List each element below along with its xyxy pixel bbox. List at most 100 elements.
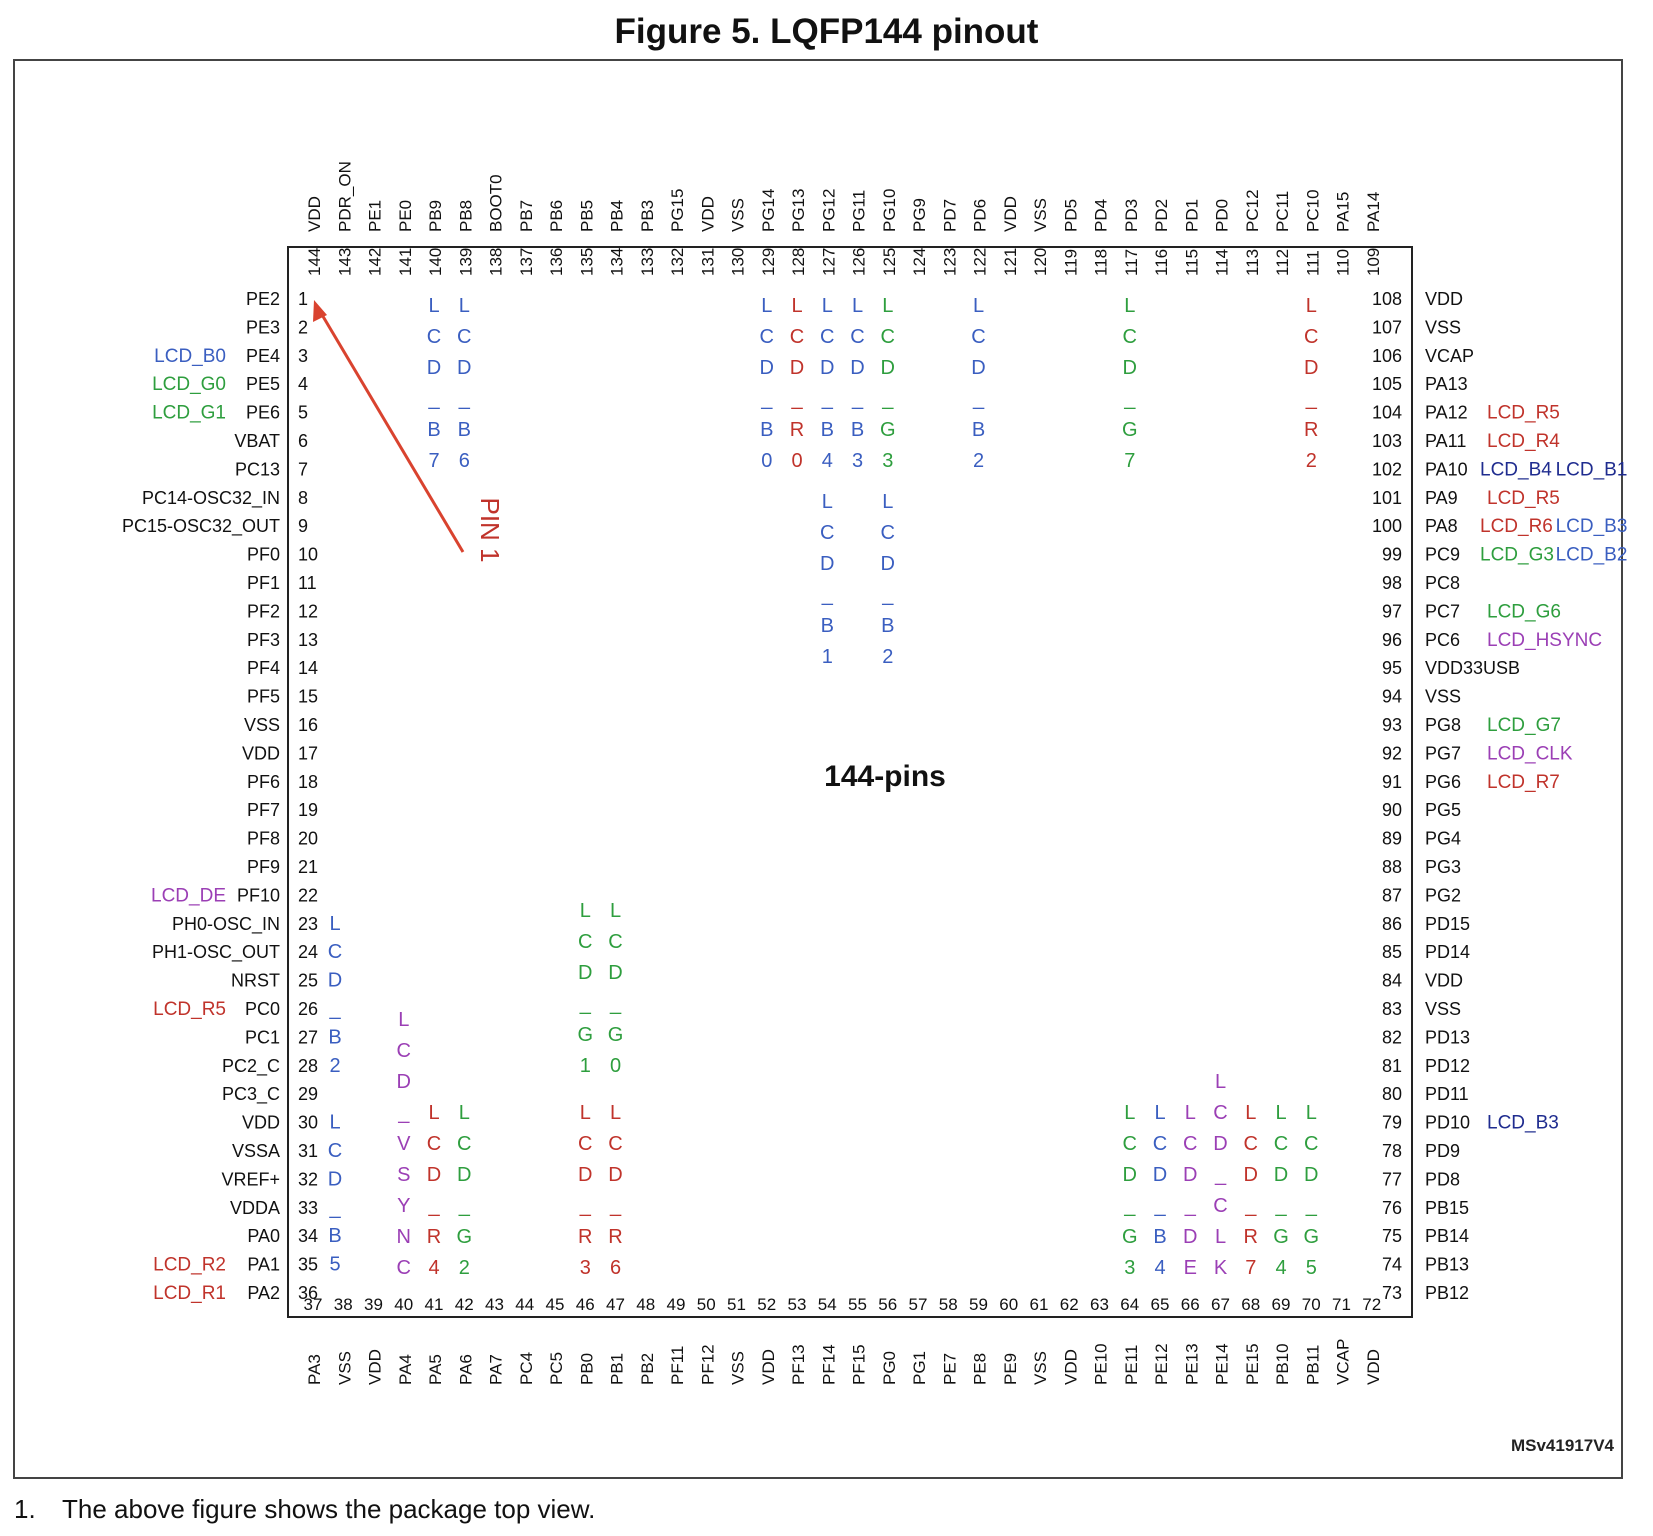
right-pin-function: LCD_R6 <box>1480 516 1553 537</box>
top-pin-name: PB3 <box>638 200 657 232</box>
inner-left-function-char: C <box>328 941 342 963</box>
top-pin-name: PG13 <box>789 189 808 232</box>
bottom-function-char: C <box>1183 1133 1197 1155</box>
bottom-function-char: L <box>1215 1226 1226 1248</box>
bottom-function-char: 2 <box>459 1257 470 1279</box>
left-pin-name: PE4 <box>246 346 280 366</box>
bottom-function-char: D <box>427 1164 441 1186</box>
bottom-pin-number: 39 <box>364 1295 383 1314</box>
bottom-pin-number: 45 <box>546 1295 565 1314</box>
top-function-char: 0 <box>791 450 802 472</box>
right-pin-name: PD13 <box>1425 1027 1470 1047</box>
left-pin-function: LCD_G1 <box>152 403 226 424</box>
top-pin-name: PC10 <box>1303 189 1322 232</box>
top-function-char: C <box>457 326 471 348</box>
bottom-function-char: 4 <box>1275 1257 1286 1279</box>
bottom-pin-name: VSS <box>729 1351 748 1385</box>
figure-frame <box>13 59 1623 1479</box>
left-pin-name: PC1 <box>245 1027 280 1047</box>
bottom-pin-number: 66 <box>1181 1295 1200 1314</box>
left-pin-name: PF7 <box>247 800 280 820</box>
right-pin-name: VDD <box>1425 289 1463 309</box>
bottom-function-char: D <box>578 1164 592 1186</box>
right-pin-number: 86 <box>1382 914 1402 934</box>
right-pin-number: 77 <box>1382 1169 1402 1189</box>
left-pin-function: LCD_B0 <box>154 346 226 367</box>
bottom-pin-number: 58 <box>939 1295 958 1314</box>
bottom-function-char: R <box>1244 1226 1258 1248</box>
bottom-pin-number: 57 <box>909 1295 928 1314</box>
left-pin-function: LCD_R5 <box>153 999 226 1020</box>
top-pin-number: 110 <box>1334 249 1353 276</box>
left-pin-name: VREF+ <box>221 1169 280 1189</box>
top-pin-number: 117 <box>1122 249 1141 276</box>
package-label: 144-pins <box>824 760 946 793</box>
bottom-function-char: _ <box>1123 1195 1136 1217</box>
left-pin-name: VSS <box>244 715 280 735</box>
bottom-function-char: G <box>1273 1226 1289 1248</box>
bottom-function-char: _ <box>1244 1195 1257 1217</box>
bottom-pin-name: PA6 <box>456 1354 475 1385</box>
right-pin-function: LCD_B4 <box>1480 459 1552 480</box>
bottom-function-char: _ <box>579 1195 592 1217</box>
top-function-char: _ <box>881 388 894 410</box>
bottom-function-char: E <box>1184 1257 1197 1279</box>
bottom-function-char: L <box>1215 1071 1226 1093</box>
top-pin-number: 112 <box>1273 249 1292 276</box>
left-pin-number: 10 <box>298 545 318 565</box>
top-function-char: _ <box>972 388 985 410</box>
right-pin-number: 96 <box>1382 630 1402 650</box>
right-pin-number: 78 <box>1382 1141 1402 1161</box>
top-pin-number: 142 <box>366 248 385 276</box>
bottom-pin-name: PF12 <box>698 1344 717 1385</box>
bottom-function-char: 4 <box>428 1257 439 1279</box>
right-pin-function: LCD_HSYNC <box>1487 630 1602 651</box>
left-pin-name: PC13 <box>235 459 280 479</box>
bottom-function-char: G <box>456 1226 472 1248</box>
right-pin-name: PG8 <box>1425 715 1461 735</box>
top-function-char: L <box>459 295 470 317</box>
left-pin-number: 32 <box>298 1169 318 1189</box>
top-function-char: 0 <box>761 450 772 472</box>
bottom-function-char: C <box>1213 1195 1227 1217</box>
top-pin-name: VSS <box>729 198 748 232</box>
top-pin-number: 113 <box>1243 249 1262 276</box>
top-function-char: L <box>852 295 863 317</box>
left-pin-name: PE3 <box>246 317 280 337</box>
top-function-char: C <box>881 522 895 544</box>
top-pin-number: 122 <box>971 248 990 276</box>
top-pin-name: PB9 <box>426 200 445 232</box>
right-pin-name: PG3 <box>1425 857 1461 877</box>
top-function-char: C <box>1123 326 1137 348</box>
left-pin-name: PA1 <box>247 1255 280 1275</box>
bottom-function-char: _ <box>1214 1164 1227 1186</box>
left-pin-name: PF10 <box>237 885 280 905</box>
top-pin-number: 121 <box>1001 248 1020 276</box>
top-pin-number: 128 <box>789 248 808 276</box>
top-pin-name: PD1 <box>1182 199 1201 232</box>
top-pin-number: 139 <box>456 248 475 276</box>
left-pin-name: PC2_C <box>222 1056 280 1077</box>
top-pin-name: PG11 <box>850 190 869 232</box>
right-pin-number: 98 <box>1382 573 1402 593</box>
left-pin-number: 31 <box>298 1141 318 1161</box>
top-pin-number: 131 <box>698 248 717 276</box>
bottom-pin-name: PF11 <box>668 1346 687 1385</box>
left-pin-number: 23 <box>298 914 318 934</box>
top-function-char: _ <box>881 584 894 606</box>
top-function-char: D <box>881 357 895 379</box>
top-pin-number: 120 <box>1031 248 1050 276</box>
top-function-char: 4 <box>822 450 833 472</box>
right-pin-function: LCD_R5 <box>1487 403 1560 424</box>
right-pin-name: PA9 <box>1425 488 1458 508</box>
bottom-function-char: _ <box>1184 1195 1197 1217</box>
right-pin-name: PB15 <box>1425 1198 1469 1218</box>
right-pin-name: PG4 <box>1425 829 1461 849</box>
top-pin-number: 115 <box>1182 249 1201 276</box>
bottom-pin-number: 70 <box>1302 1295 1321 1314</box>
top-pin-number: 141 <box>396 248 415 276</box>
top-function-char: C <box>881 326 895 348</box>
top-pin-number: 144 <box>305 248 324 276</box>
left-pin-name: PC3_C <box>222 1084 280 1105</box>
inner-left-function-char: D <box>328 970 342 992</box>
